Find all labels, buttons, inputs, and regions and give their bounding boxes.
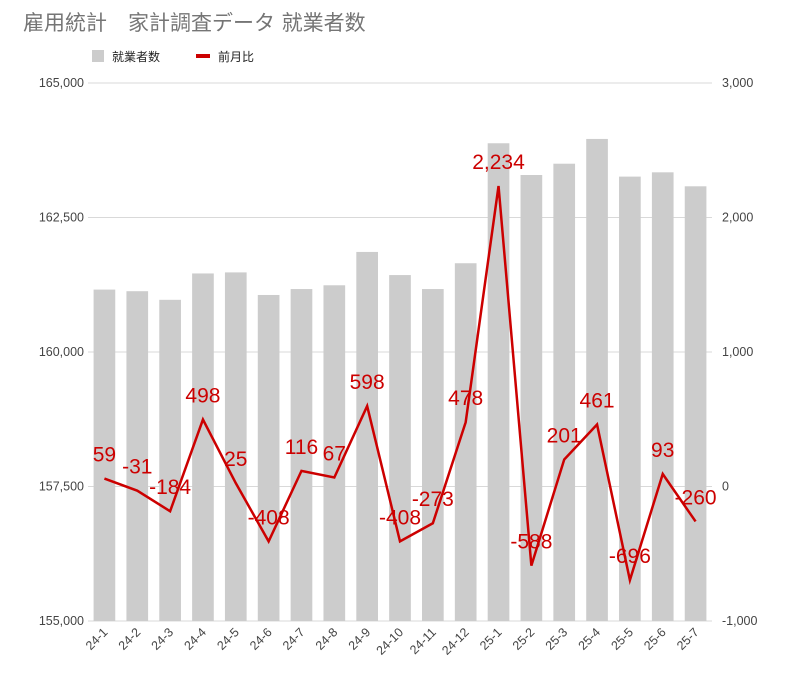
x-tick-label: 24-5 [214, 625, 242, 653]
legend: 就業者数 前月比 [92, 49, 254, 64]
x-tick-label: 24-7 [280, 625, 308, 653]
data-label: 201 [547, 424, 582, 447]
x-tick-label: 25-5 [608, 625, 636, 653]
bar [487, 143, 510, 622]
data-label: 25 [224, 448, 247, 471]
bar [586, 138, 608, 621]
chart-title: 雇用統計 家計調査データ 就業者数 [23, 11, 366, 35]
left-axis: 155,000 157,500 160,000 162,500 165,000 [39, 76, 84, 628]
bar [323, 285, 346, 621]
legend-swatch-mom [196, 54, 210, 58]
x-tick-label: 24-4 [181, 625, 209, 653]
bar [290, 289, 313, 621]
data-label: 59 [93, 444, 116, 467]
bar [224, 272, 247, 621]
bar [619, 176, 641, 621]
data-label: 93 [651, 439, 674, 462]
x-tick-label: 24-10 [374, 625, 407, 658]
data-label: 116 [285, 436, 318, 459]
bar [454, 263, 477, 621]
x-tick-label: 24-9 [346, 625, 374, 653]
series-line [103, 185, 697, 586]
bar [126, 291, 149, 621]
x-tick-label: 25-7 [674, 625, 702, 653]
data-label: 67 [323, 442, 346, 465]
x-tick-label: 25-3 [543, 625, 571, 653]
data-label: -408 [379, 506, 421, 529]
x-tick-label: 24-12 [439, 625, 472, 658]
data-label: 461 [580, 389, 615, 412]
data-label: -273 [412, 488, 454, 511]
bar [553, 163, 576, 621]
right-axis: -1,000 0 1,000 2,000 3,000 [722, 76, 757, 628]
data-label: -408 [248, 506, 290, 529]
bar [93, 289, 116, 621]
x-tick-label: 24-1 [83, 625, 111, 653]
x-tick-label: 24-2 [116, 625, 144, 653]
bar [422, 289, 444, 621]
left-tick-label: 160,000 [39, 345, 84, 359]
bar [257, 294, 280, 621]
x-tick-label: 25-2 [510, 625, 538, 653]
bar [159, 299, 181, 621]
data-label: -31 [122, 456, 152, 479]
data-label: 478 [448, 387, 483, 410]
right-tick-label: 2,000 [722, 211, 753, 225]
bar [684, 186, 707, 621]
right-tick-label: 1,000 [722, 345, 753, 359]
data-label: 498 [185, 385, 220, 408]
data-label: 2,234 [472, 151, 525, 174]
data-label: -696 [609, 545, 651, 568]
bar-series [93, 138, 707, 622]
data-label: -260 [675, 486, 717, 509]
x-tick-label: 24-3 [149, 625, 177, 653]
bar [356, 251, 378, 621]
right-tick-label: 0 [722, 480, 729, 494]
x-tick-label: 24-11 [407, 625, 439, 657]
x-tick-label: 24-6 [247, 625, 275, 653]
x-tick-label: 25-6 [641, 625, 669, 653]
left-tick-label: 165,000 [39, 76, 84, 90]
data-label: -184 [149, 476, 191, 499]
left-tick-label: 162,500 [39, 211, 84, 225]
x-tick-label: 24-8 [313, 625, 341, 653]
left-tick-label: 155,000 [39, 614, 84, 628]
x-tick-label: 25-4 [576, 625, 604, 653]
x-axis: 24-1 24-2 24-3 24-4 24-5 24-6 24-7 24-8 24-9 24-1… [83, 625, 702, 658]
data-label: -588 [510, 531, 552, 554]
bar [389, 275, 411, 621]
bar [192, 273, 214, 621]
x-tick-label: 25-1 [477, 625, 505, 653]
left-tick-label: 157,500 [39, 480, 84, 494]
data-label: 598 [350, 371, 385, 394]
bar [651, 172, 674, 622]
right-tick-label: 3,000 [722, 76, 753, 90]
legend-label-employment: 就業者数 [112, 49, 160, 64]
line-series [103, 185, 697, 586]
legend-swatch-employment [92, 50, 104, 62]
legend-label-mom: 前月比 [218, 49, 254, 64]
right-tick-label: -1,000 [722, 614, 757, 628]
